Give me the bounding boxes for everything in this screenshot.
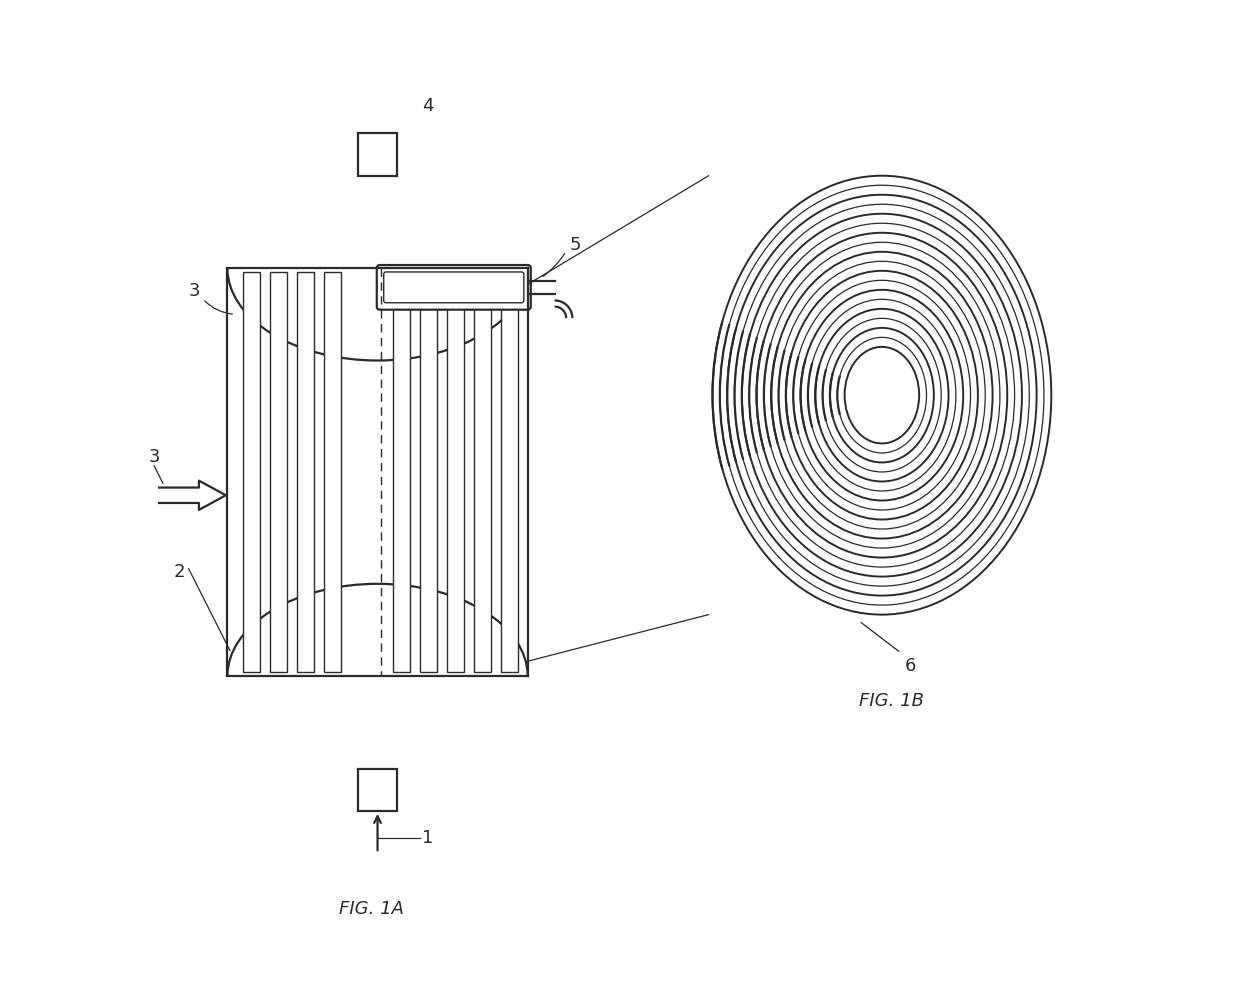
- Text: 3: 3: [149, 448, 160, 466]
- Bar: [393, 272, 410, 672]
- Polygon shape: [153, 481, 226, 510]
- Bar: [243, 272, 259, 672]
- Bar: [358, 134, 397, 176]
- Text: 5: 5: [570, 236, 582, 254]
- Bar: [324, 272, 341, 672]
- Bar: [446, 272, 464, 672]
- Text: 2: 2: [174, 563, 185, 581]
- Text: 6: 6: [905, 657, 916, 675]
- Bar: [501, 272, 517, 672]
- Bar: [420, 272, 436, 672]
- Bar: [358, 769, 397, 811]
- Text: FIG. 1A: FIG. 1A: [339, 899, 404, 917]
- FancyBboxPatch shape: [383, 272, 523, 303]
- Bar: [296, 272, 314, 672]
- Text: 1: 1: [422, 829, 434, 847]
- Text: FIG. 1B: FIG. 1B: [859, 692, 924, 710]
- Bar: [474, 272, 491, 672]
- Bar: [270, 272, 286, 672]
- Text: 4: 4: [422, 97, 434, 115]
- FancyBboxPatch shape: [377, 265, 531, 310]
- Text: 3: 3: [188, 282, 201, 300]
